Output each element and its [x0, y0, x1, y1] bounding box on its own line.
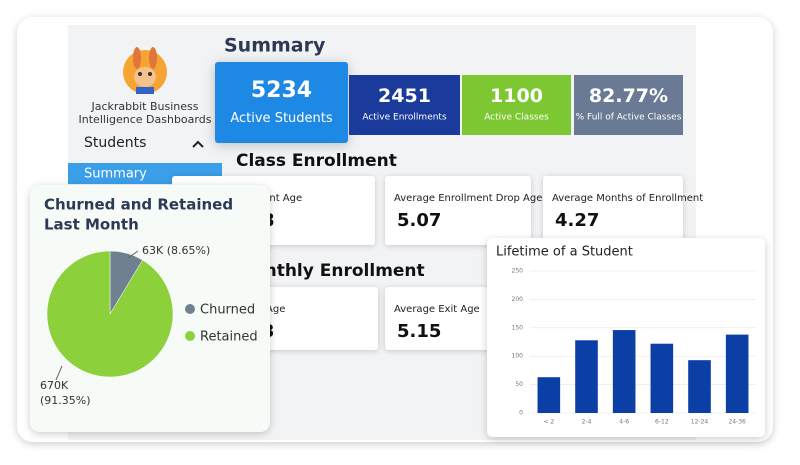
stat-value: 5.07: [397, 210, 441, 231]
stat-card: [543, 176, 683, 245]
chart-title: Lifetime of a Student: [496, 245, 633, 260]
brand-line: Jackrabbit Business: [90, 100, 198, 113]
leader: [127, 250, 139, 259]
bar: [537, 377, 561, 413]
caret: [192, 140, 204, 148]
section-title: Class Enrollment: [236, 151, 397, 171]
leader: [55, 365, 63, 381]
kpi-value: 5234: [251, 78, 312, 103]
y-tick-label: 150: [512, 324, 524, 331]
legend-swatch: [185, 331, 195, 341]
kpi-label: Active Classes: [484, 113, 549, 123]
y-tick-label: 250: [512, 268, 524, 275]
kpi-card: [462, 75, 571, 135]
x-tick-label: 6-12: [655, 419, 669, 426]
stat-label: Average Months of Enrollment: [552, 193, 703, 204]
x-tick-label: 2-4: [582, 419, 592, 426]
active-nav[interactable]: Summary: [84, 167, 147, 182]
bar: [650, 343, 674, 413]
kpi-value: 1100: [490, 85, 543, 107]
y-tick-label: 200: [512, 296, 524, 303]
brand-line: Intelligence Dashboards: [79, 113, 212, 126]
y-tick-label: 0: [519, 410, 523, 417]
sidebar-section[interactable]: Students: [84, 135, 146, 151]
bar-panel: Lifetime of a Student 0 50 100 150 200 250 < 2 2…: [487, 238, 765, 437]
stat-value: 4.27: [555, 210, 599, 231]
section-title: Monthly Enrollment: [236, 261, 425, 281]
bar: [612, 330, 636, 413]
chart-title: Last Month: [44, 216, 139, 234]
bar: [725, 334, 749, 413]
kpi-value: 82.77%: [589, 85, 668, 107]
stat-card: [385, 287, 511, 350]
y-tick-label: 50: [515, 381, 523, 388]
legend-label: Churned: [200, 303, 255, 318]
bar: [575, 340, 598, 413]
legend-swatch: [185, 304, 195, 314]
logo: [123, 47, 167, 94]
kpi-label: Active Students: [230, 111, 333, 126]
value-label: 63K (8.65%): [142, 244, 210, 257]
kpi-card: [215, 62, 348, 143]
x-tick-label: 24-36: [728, 419, 746, 426]
x-tick-label: < 2: [543, 419, 554, 426]
chart-title: Churned and Retained: [44, 196, 233, 214]
x-tick-label: 12-24: [691, 419, 709, 426]
stat-value: 5.15: [397, 321, 441, 342]
kpi-label: % Full of Active Classes: [576, 113, 682, 123]
y-tick-label: 100: [512, 353, 524, 360]
stat-card: [385, 176, 531, 245]
kpi-card: [349, 75, 460, 135]
stat-label: Average Enrollment Drop Age: [394, 193, 542, 204]
value-label: 670K (91.35%): [40, 379, 91, 407]
kpi-value: 2451: [378, 85, 431, 107]
x-tick-label: 4-6: [619, 419, 629, 426]
page-title: Summary: [224, 35, 326, 57]
kpi-card: [574, 75, 683, 135]
legend-label: Retained: [200, 330, 258, 345]
kpi-label: Active Enrollments: [362, 113, 447, 123]
bar: [688, 360, 711, 413]
stat-label: Average Exit Age: [394, 304, 480, 315]
pie-slice: [46, 250, 174, 378]
